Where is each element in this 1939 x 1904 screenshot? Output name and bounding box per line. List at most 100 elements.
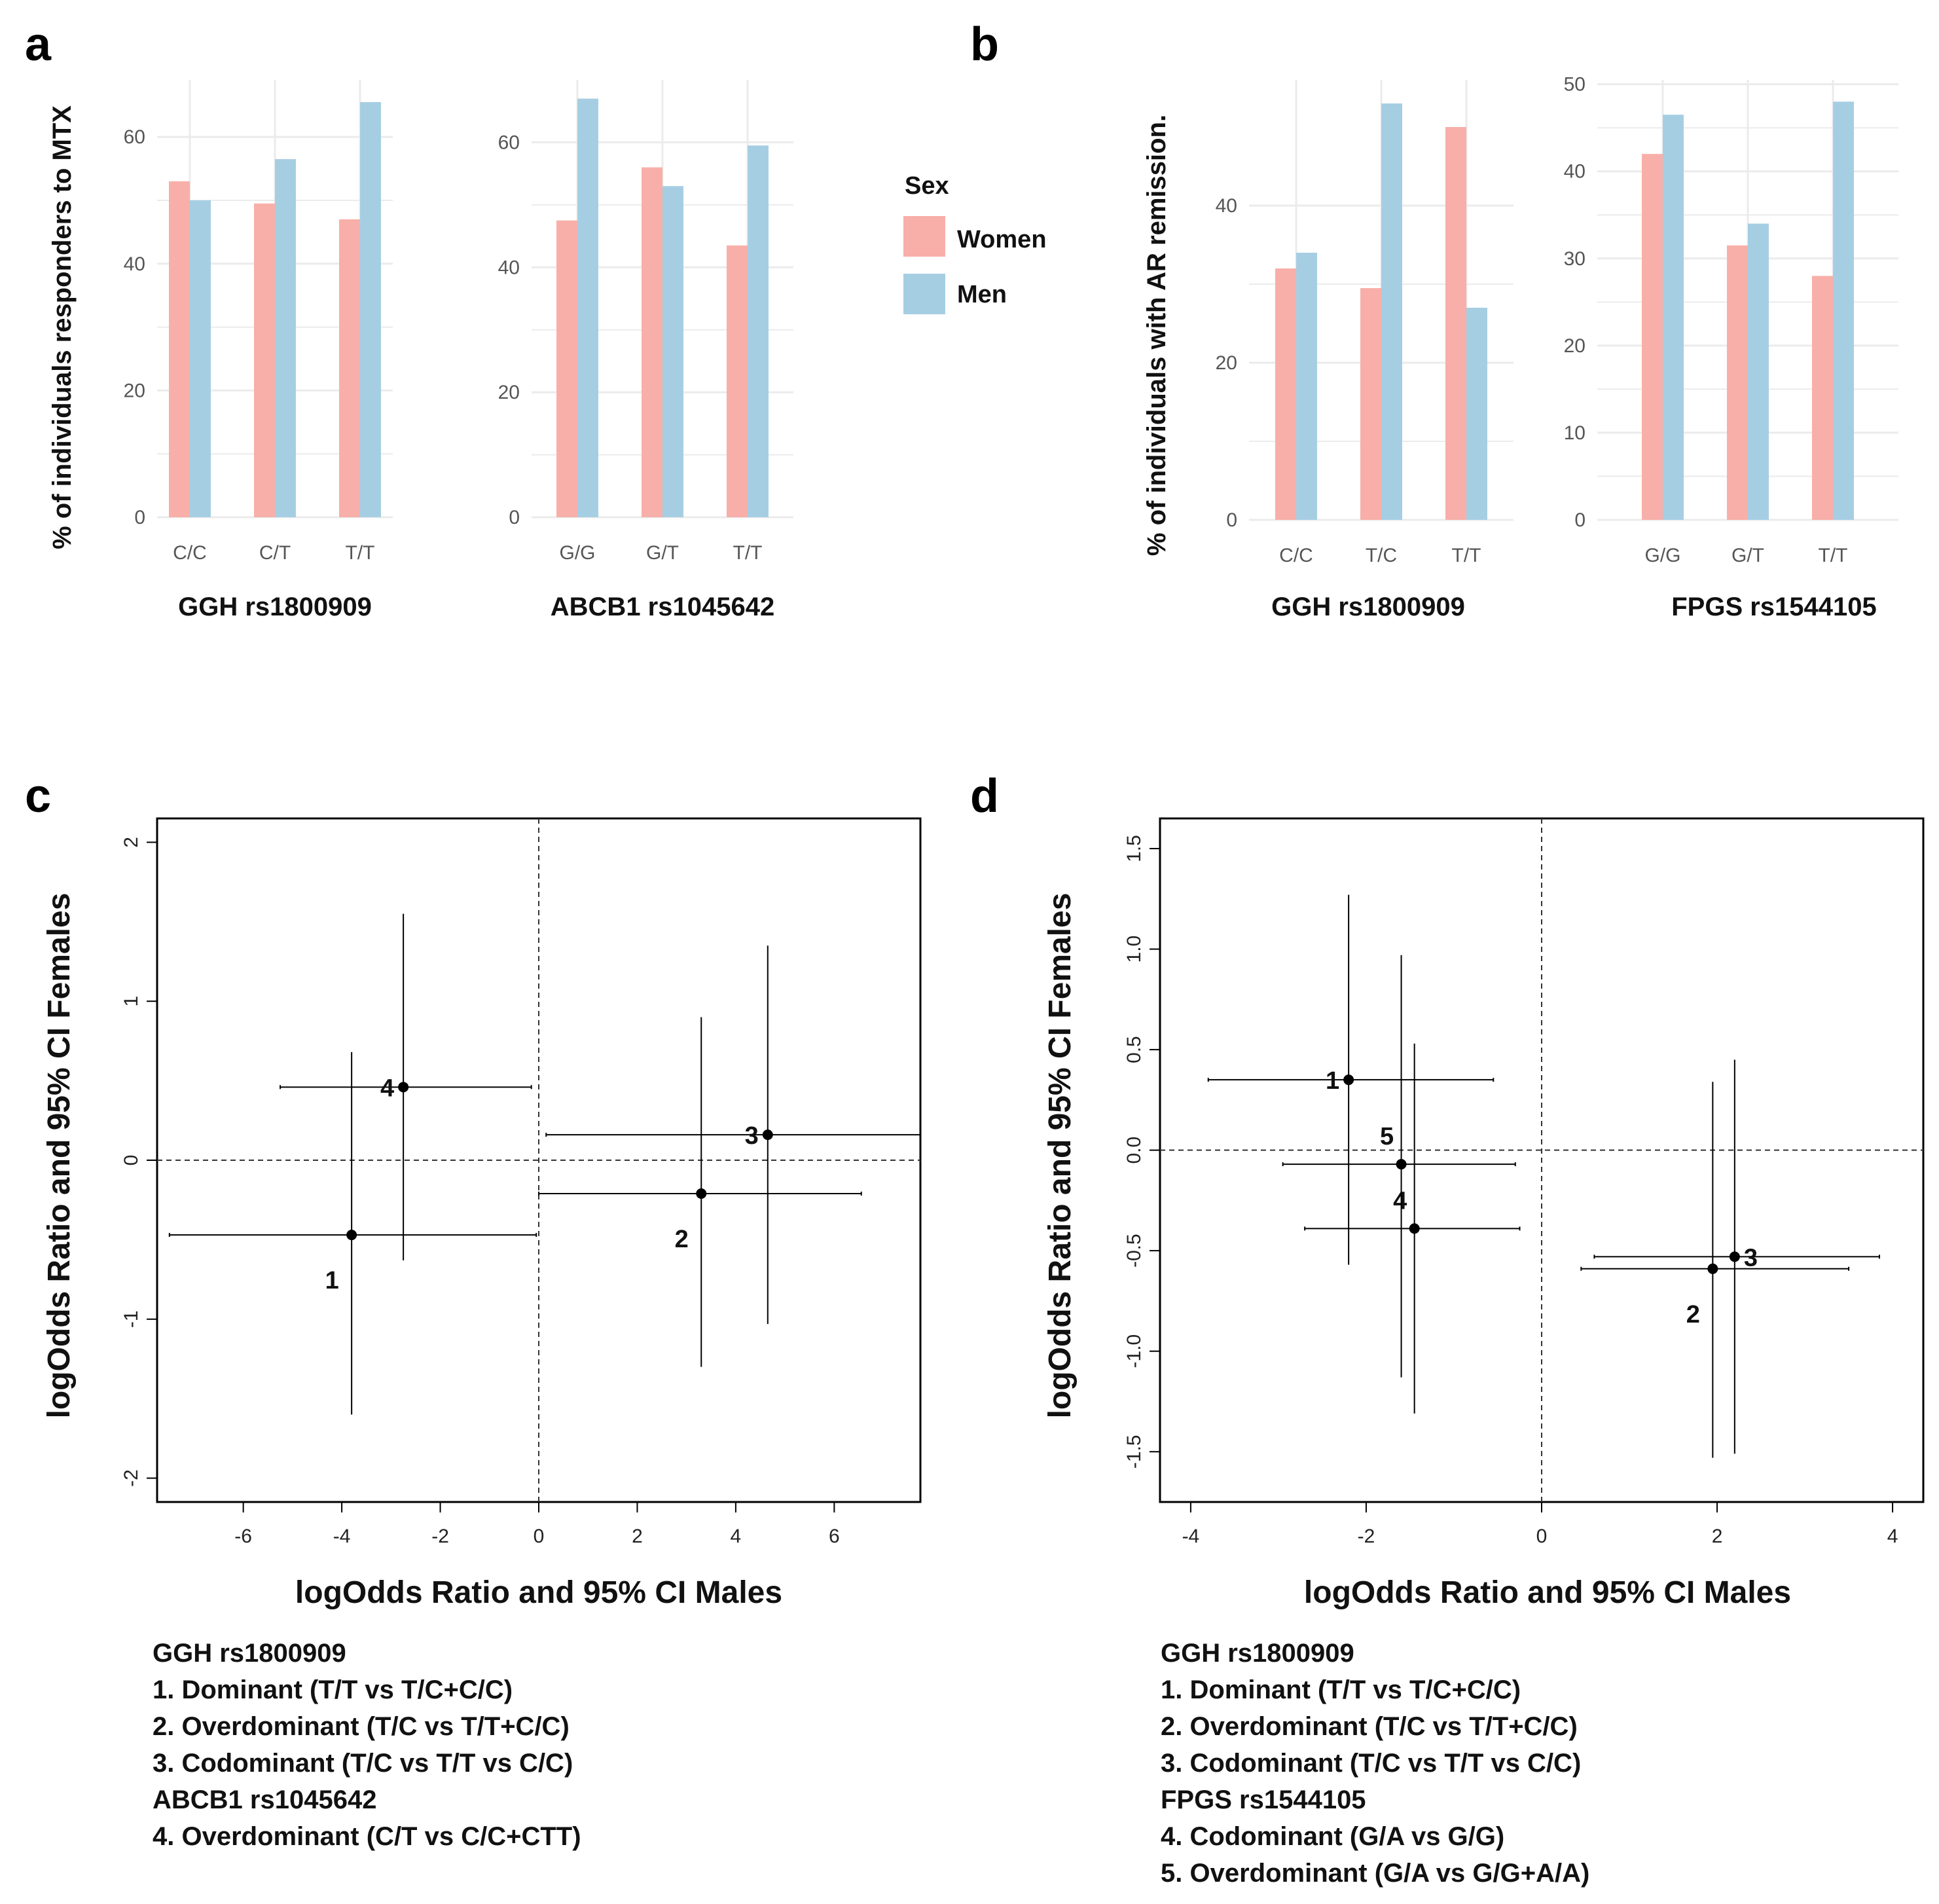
x-tick-label: T/C (1366, 545, 1397, 566)
point-1 (1343, 1074, 1354, 1086)
point-label-1: 1 (1326, 1067, 1339, 1095)
legend-swatch-women (903, 216, 945, 257)
x-tick-label: 0 (534, 1526, 545, 1547)
y-tick-label: 0 (1226, 509, 1237, 531)
caption-c-line: 1. Dominant (T/T vs T/C+C/C) (153, 1675, 513, 1704)
y-tick-label: 50 (1564, 74, 1586, 96)
x-tick-label: -4 (333, 1526, 351, 1547)
x-tick-label: T/T (1819, 545, 1848, 566)
y-tick-label: 0.0 (1123, 1137, 1145, 1164)
x-tick-label: G/G (559, 542, 595, 564)
x-tick-label: G/G (1644, 545, 1680, 566)
y-tick-label: 20 (498, 382, 520, 403)
bar-women-g-g (556, 220, 577, 517)
y-tick-label: 0.5 (1123, 1036, 1145, 1063)
y-tick-label: -1.5 (1123, 1435, 1145, 1469)
x-tick-label: G/T (646, 542, 679, 564)
bar-chart-fpgs-remission: 0 10 20 30 40 50 G/G G/T T/T FPGS rs1544105 (1564, 74, 1898, 621)
caption-d-line: 2. Overdominant (T/C vs T/T+C/C) (1161, 1712, 1578, 1741)
scatter-plot-c: -6 -4 -2 0 2 4 6 -2 -1 0 1 2 1 2 3 4 (120, 817, 922, 1547)
x-tick-label: 2 (632, 1526, 643, 1547)
y-axis-title-b: % of individuals with AR remission. (1142, 115, 1171, 556)
x-tick-label: C/C (1279, 545, 1313, 566)
y-tick-label: 20 (1564, 335, 1586, 357)
bar-women-c-c (1275, 268, 1296, 520)
bar-chart-abcb1-responders: 0 20 40 60 G/G G/T T/T ABCB1 rs1045642 (498, 80, 793, 621)
x-axis-title-c: logOdds Ratio and 95% CI Males (295, 1575, 782, 1610)
x-tick-label: C/T (259, 542, 291, 564)
y-tick-label: -1 (120, 1310, 142, 1328)
caption-c: GGH rs1800909 1. Dominant (T/T vs T/C+C/… (153, 1639, 581, 1851)
x-tick-label: -4 (1182, 1526, 1200, 1547)
y-tick-label: 60 (124, 126, 145, 148)
point-2 (1707, 1263, 1718, 1274)
x-tick-label: G/T (1731, 545, 1764, 566)
bar-men-g-g (1663, 115, 1684, 520)
caption-c-line: 4. Overdominant (C/T vs C/C+CTT) (153, 1822, 581, 1851)
legend-label-men: Men (957, 281, 1007, 308)
bar-women-t-t (727, 245, 748, 517)
x-axis-title: FPGS rs1544105 (1671, 593, 1877, 621)
y-tick-label: 40 (498, 257, 520, 278)
legend-swatch-men (903, 274, 945, 314)
y-tick-label: 1.5 (1123, 835, 1145, 862)
y-tick-label: 0 (134, 507, 145, 528)
x-tick-label: -2 (1358, 1526, 1375, 1547)
point-label-1: 1 (325, 1267, 339, 1294)
caption-c-line: ABCB1 rs1045642 (153, 1785, 376, 1814)
bar-men-t-t (1833, 101, 1854, 520)
y-tick-label: 40 (1216, 195, 1237, 217)
caption-d-line: 5. Overdominant (G/A vs G/G+A/A) (1161, 1859, 1589, 1888)
caption-d-line: 3. Codominant (T/C vs T/T vs C/C) (1161, 1749, 1581, 1778)
legend: Sex Women Men (903, 172, 1047, 314)
bar-chart-ggh-responders: 0 20 40 60 C/C C/T T/T GGH rs1800909 (124, 80, 393, 621)
bar-women-t-c (1360, 288, 1381, 520)
bar-men-t-c (1381, 103, 1402, 520)
point-3 (762, 1129, 773, 1141)
bar-women-t-t (339, 219, 360, 517)
y-axis-title-d: logOdds Ratio and 95% CI Females (1043, 893, 1078, 1419)
bar-women-g-t (642, 167, 662, 518)
bar-women-c-t (254, 203, 275, 517)
x-axis-title: GGH rs1800909 (178, 593, 372, 621)
caption-d-line: 1. Dominant (T/T vs T/C+C/C) (1161, 1675, 1521, 1704)
y-tick-label: 0 (1574, 509, 1586, 531)
x-axis-title: GGH rs1800909 (1271, 593, 1465, 621)
bar-women-t-t (1445, 127, 1466, 520)
x-tick-label: 4 (731, 1526, 742, 1547)
point-label-3: 3 (1744, 1244, 1758, 1272)
point-label-2: 2 (675, 1226, 689, 1253)
bar-men-g-t (1748, 223, 1769, 520)
point-4 (1409, 1223, 1420, 1234)
x-tick-label: T/T (346, 542, 375, 564)
caption-d-line: FPGS rs1544105 (1161, 1785, 1366, 1814)
bar-men-c-c (1296, 253, 1317, 520)
panel-letter-c: c (25, 770, 51, 822)
bar-women-g-g (1642, 154, 1663, 521)
bar-men-t-t (748, 145, 769, 517)
caption-d-line: 4. Codominant (G/A vs G/G) (1161, 1822, 1504, 1851)
y-tick-label: 40 (1564, 161, 1586, 183)
legend-label-women: Women (957, 226, 1047, 253)
x-tick-label: -2 (431, 1526, 449, 1547)
y-tick-label: -1.0 (1123, 1334, 1145, 1368)
caption-c-line: 2. Overdominant (T/C vs T/T+C/C) (153, 1712, 570, 1741)
y-tick-label: 2 (120, 837, 142, 848)
point-1 (346, 1230, 357, 1241)
bar-men-t-t (360, 101, 381, 518)
caption-d: GGH rs1800909 1. Dominant (T/T vs T/C+C/… (1161, 1639, 1589, 1888)
bar-women-g-t (1727, 245, 1748, 520)
point-label-3: 3 (745, 1122, 759, 1150)
x-tick-label: C/C (173, 542, 207, 564)
point-label-5: 5 (1380, 1123, 1394, 1150)
scatter-plot-d: -4 -2 0 2 4 -1.5 -1.0 -0.5 0.0 0.5 1.0 1.5 1 2 3 4 5 (1123, 817, 1925, 1547)
x-tick-label: 4 (1887, 1526, 1898, 1547)
panel-letter-d: d (970, 770, 999, 822)
bar-women-t-t (1812, 276, 1833, 520)
caption-c-line: 3. Codominant (T/C vs T/T vs C/C) (153, 1749, 573, 1778)
bar-men-t-t (1466, 308, 1487, 520)
y-tick-label: -2 (120, 1469, 142, 1487)
x-tick-label: -6 (234, 1526, 252, 1547)
y-axis-title-c: logOdds Ratio and 95% CI Females (42, 893, 77, 1419)
